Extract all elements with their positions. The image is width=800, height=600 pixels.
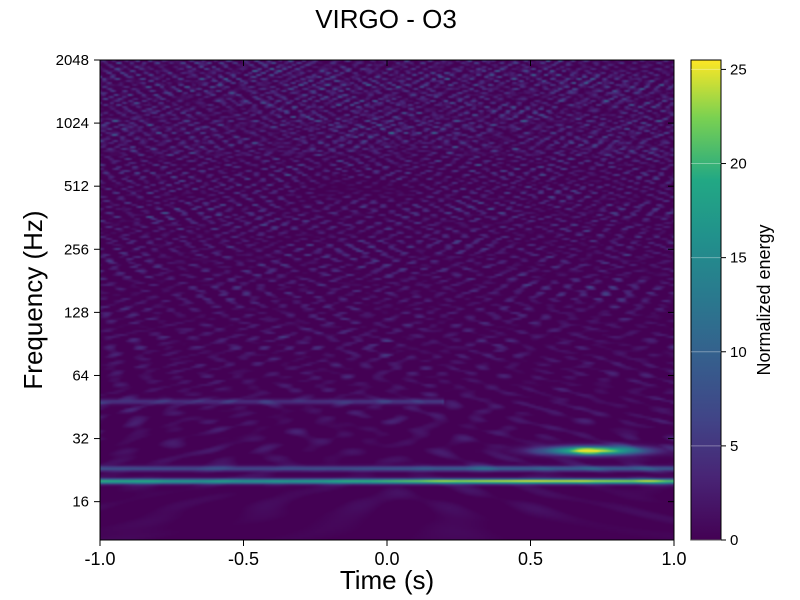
x-tick-label: 0.5 [518, 549, 543, 569]
y-tick-label: 1024 [56, 115, 89, 132]
y-tick-label: 16 [72, 494, 89, 511]
y-tick-label: 2048 [56, 52, 89, 69]
colorbar-tick-label: 0 [730, 532, 738, 549]
colorbar-label: Normalized energy [754, 224, 774, 375]
colorbar [690, 59, 722, 541]
y-axis-label: Frequency (Hz) [18, 210, 48, 389]
y-tick-label: 32 [72, 431, 89, 448]
x-tick-label: -1.0 [84, 549, 115, 569]
x-tick-label: 1.0 [661, 549, 686, 569]
x-axis-ticks: -1.0 -0.5 0.0 0.5 1.0 [84, 60, 687, 569]
colorbar-ticks: 0 5 10 15 20 25 [691, 61, 747, 549]
y-tick-label: 64 [72, 367, 89, 384]
colorbar-tick-label: 25 [730, 61, 747, 78]
colorbar-tick-label: 10 [730, 344, 747, 361]
y-tick-label: 128 [64, 304, 89, 321]
colorbar-tick-label: 5 [730, 438, 738, 455]
y-tick-label: 512 [64, 178, 89, 195]
plot-area [99, 59, 675, 541]
colorbar-tick-label: 15 [730, 250, 747, 267]
x-tick-label: 0.0 [374, 549, 399, 569]
y-tick-label: 256 [64, 241, 89, 258]
x-axis-label: Time (s) [340, 565, 434, 595]
chart-title: VIRGO - O3 [315, 4, 457, 34]
heatmap-image [100, 60, 674, 540]
x-tick-label: -0.5 [228, 549, 259, 569]
colorbar-tick-label: 20 [730, 156, 747, 173]
y-axis-ticks: 16 32 64 128 256 512 1024 2048 [56, 52, 674, 511]
